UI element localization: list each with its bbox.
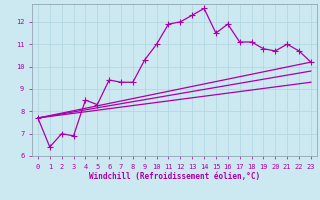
X-axis label: Windchill (Refroidissement éolien,°C): Windchill (Refroidissement éolien,°C) xyxy=(89,172,260,181)
